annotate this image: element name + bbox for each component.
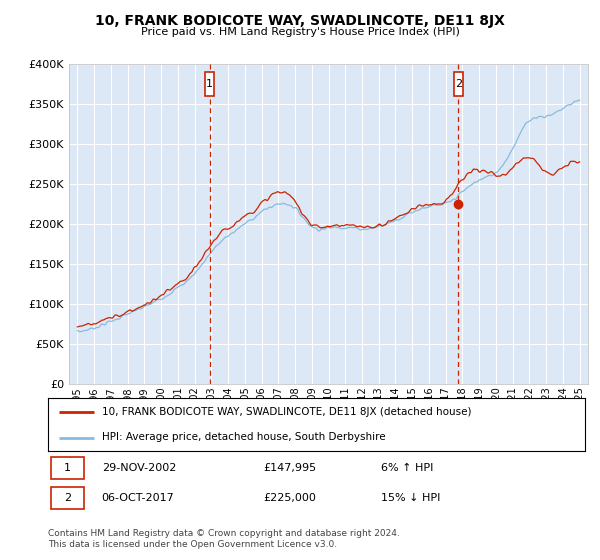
Text: 15% ↓ HPI: 15% ↓ HPI [381,493,440,503]
Bar [454,72,463,96]
Text: £225,000: £225,000 [263,493,316,503]
Text: 10, FRANK BODICOTE WAY, SWADLINCOTE, DE11 8JX (detached house): 10, FRANK BODICOTE WAY, SWADLINCOTE, DE1… [102,408,471,418]
Text: Contains HM Land Registry data © Crown copyright and database right 2024.: Contains HM Land Registry data © Crown c… [48,529,400,538]
Text: 06-OCT-2017: 06-OCT-2017 [102,493,175,503]
Text: 10, FRANK BODICOTE WAY, SWADLINCOTE, DE11 8JX: 10, FRANK BODICOTE WAY, SWADLINCOTE, DE1… [95,14,505,28]
Text: 29-NOV-2002: 29-NOV-2002 [102,463,176,473]
Text: 6% ↑ HPI: 6% ↑ HPI [381,463,433,473]
Text: Price paid vs. HM Land Registry's House Price Index (HPI): Price paid vs. HM Land Registry's House … [140,27,460,37]
Bar [50,487,84,509]
Text: This data is licensed under the Open Government Licence v3.0.: This data is licensed under the Open Gov… [48,540,337,549]
Text: 2: 2 [64,493,71,503]
Bar [205,72,214,96]
Text: HPI: Average price, detached house, South Derbyshire: HPI: Average price, detached house, Sout… [102,432,385,442]
Text: 1: 1 [206,80,213,90]
Bar [50,457,84,479]
Text: £147,995: £147,995 [263,463,316,473]
Text: 1: 1 [64,463,71,473]
Text: 2: 2 [455,80,462,90]
